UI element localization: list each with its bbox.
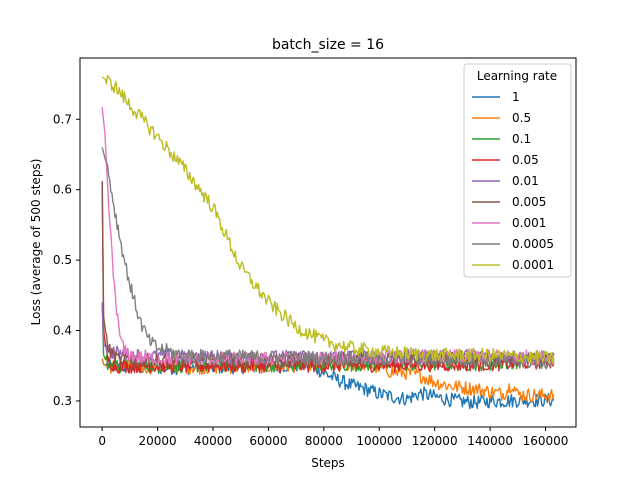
y-tick-label: 0.4 [53, 324, 72, 338]
legend-label: 0.1 [512, 132, 531, 146]
x-tick-label: 20000 [138, 434, 176, 448]
legend-label: 1 [512, 90, 520, 104]
y-axis-label: Loss (average of 500 steps) [29, 159, 43, 326]
series-line-8 [101, 74, 555, 365]
x-tick-label: 80000 [305, 434, 343, 448]
y-tick-label: 0.6 [53, 183, 72, 197]
x-tick-label: 0 [98, 434, 106, 448]
legend-label: 0.01 [512, 174, 539, 188]
legend-label: 0.005 [512, 195, 546, 209]
legend-label: 0.001 [512, 216, 546, 230]
y-axis-ticks: 0.3 0.4 0.5 0.6 0.7 [53, 112, 80, 408]
x-tick-label: 120000 [412, 434, 458, 448]
series-line-6 [101, 107, 555, 366]
legend-items: 1 0.5 0.1 0.05 0.01 0.005 0.001 0.0005 0.0001 [472, 90, 554, 272]
legend: Learning rate 1 0.5 0.1 0.05 0.01 0.005 0.001 0… [463, 63, 572, 278]
plot-area [101, 74, 555, 410]
legend-title: Learning rate [477, 69, 557, 83]
x-tick-label: 60000 [249, 434, 287, 448]
chart-title: batch_size = 16 [272, 37, 384, 53]
x-tick-label: 100000 [356, 434, 402, 448]
legend-label: 0.5 [512, 111, 531, 125]
axes-frame [79, 57, 577, 428]
legend-label: 0.05 [512, 153, 539, 167]
x-tick-label: 140000 [467, 434, 513, 448]
y-tick-label: 0.7 [53, 112, 72, 126]
legend-label: 0.0001 [512, 258, 554, 272]
y-tick-label: 0.5 [53, 253, 72, 267]
x-axis-label: Steps [311, 456, 345, 470]
x-tick-label: 160000 [523, 434, 569, 448]
legend-label: 0.0005 [512, 237, 554, 251]
x-axis-ticks: 0 20000 40000 60000 80000 100000 120000 140000 1… [98, 427, 568, 448]
x-tick-label: 40000 [194, 434, 232, 448]
y-tick-label: 0.3 [53, 394, 72, 408]
